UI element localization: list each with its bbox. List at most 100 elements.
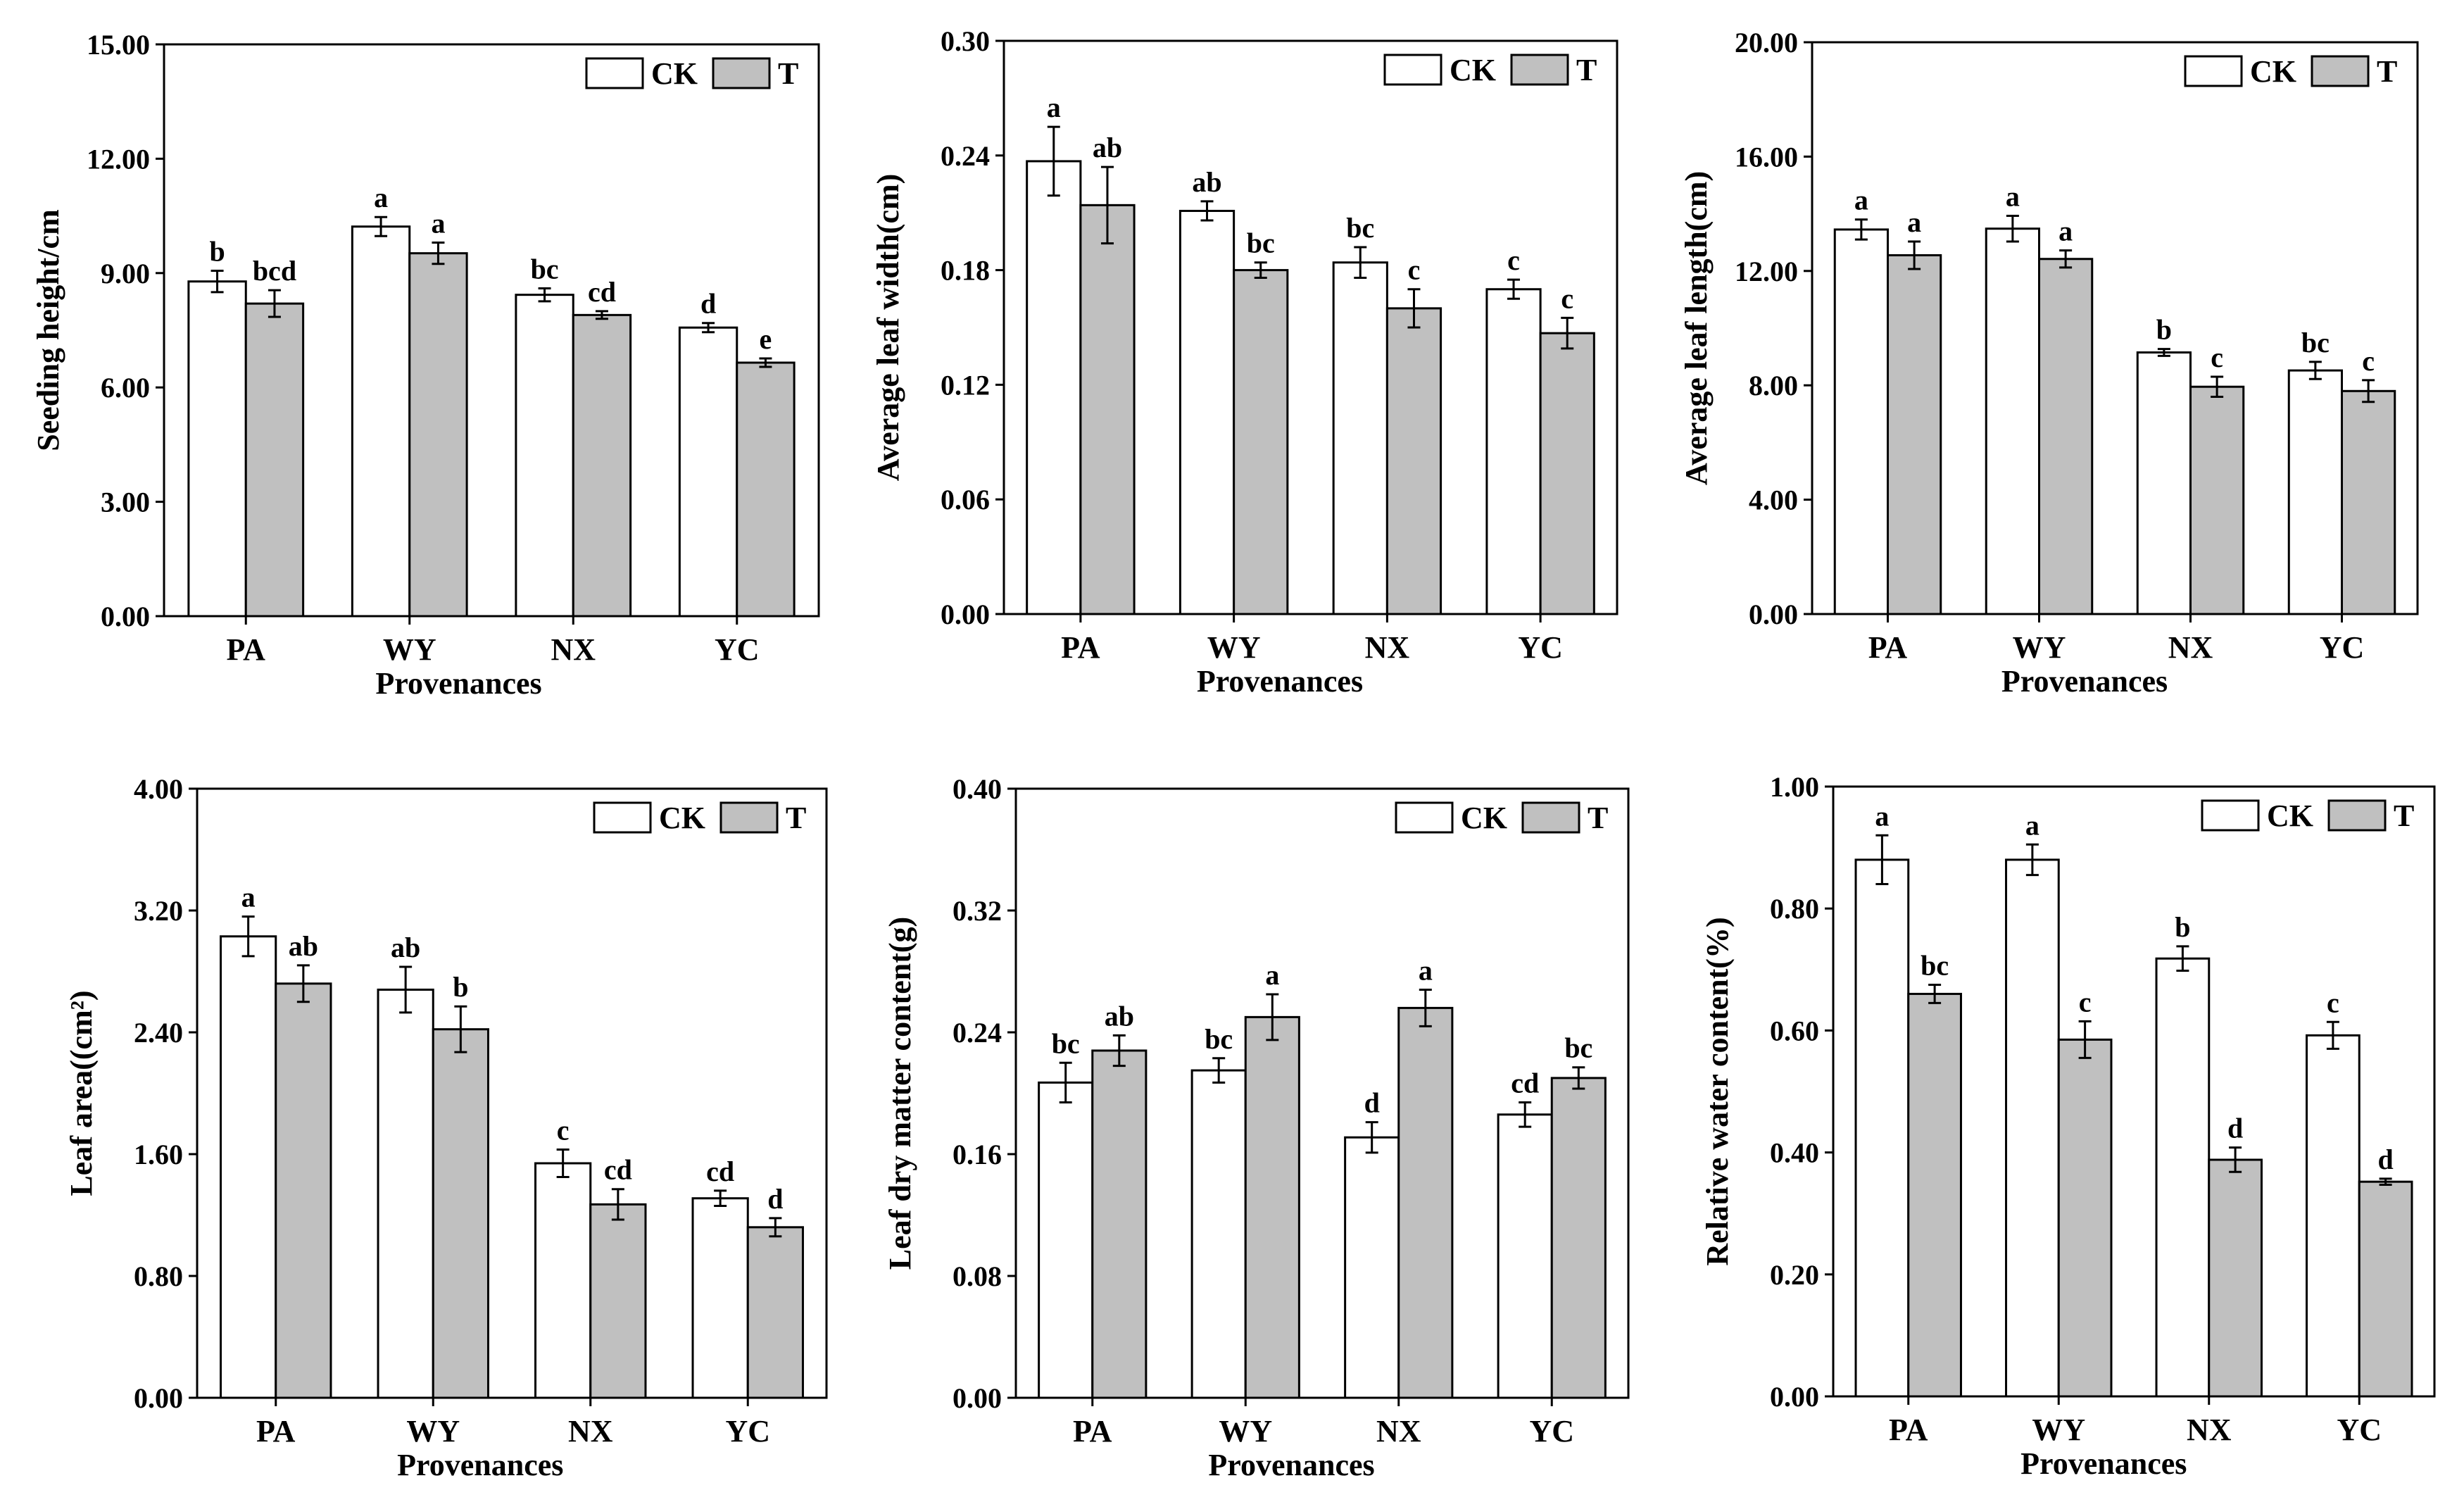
legend-label-t: T: [786, 801, 806, 835]
x-tick-label: NX: [1376, 1414, 1421, 1448]
bar-ck-yc: [691, 1197, 749, 1399]
y-tick-label: 4.00: [1749, 484, 1798, 516]
bar-t-wy: [1233, 269, 1289, 615]
legend-swatch-t: [2327, 799, 2387, 832]
significance-letter: bc: [2301, 327, 2330, 358]
plot-frame: [1832, 785, 2436, 1398]
legend-label-t: T: [1588, 801, 1608, 835]
significance-letter: bc: [1247, 227, 1275, 259]
bar-ck-pa: [1833, 228, 1889, 615]
error-bar-t-pa: [1100, 165, 1114, 245]
y-axis-label: Relative water content(%): [1700, 917, 1735, 1265]
error-bar-ck-wy: [399, 965, 413, 1014]
y-tick-label: 0.80: [1770, 893, 1819, 925]
x-tick-label: YC: [725, 1414, 770, 1448]
significance-letter: c: [2079, 986, 2092, 1018]
bar-t-wy: [1244, 1015, 1300, 1399]
significance-letter: a: [374, 182, 388, 213]
bar-ck-yc: [1497, 1113, 1553, 1399]
bar-ck-nx: [534, 1162, 592, 1399]
bar-t-pa: [1091, 1049, 1148, 1399]
y-tick-label: 3.00: [101, 487, 150, 518]
significance-letter: e: [760, 323, 772, 355]
error-bar-ck-pa: [241, 915, 255, 958]
x-tick-label: NX: [2168, 630, 2213, 665]
significance-letter: ab: [289, 930, 318, 962]
error-bar-ck-yc: [2308, 361, 2322, 380]
bar-t-nx: [2189, 385, 2245, 615]
bar-t-yc: [2341, 389, 2396, 615]
bar-t-wy: [2038, 258, 2094, 615]
significance-letter: a: [1854, 184, 1868, 216]
legend: CK T: [1395, 801, 1608, 835]
legend-swatch-ck: [2184, 55, 2243, 87]
significance-letter: bc: [531, 253, 559, 284]
significance-letter: a: [1265, 959, 1279, 991]
significance-letter: cd: [706, 1156, 734, 1187]
bar-t-nx: [1385, 307, 1442, 615]
x-tick-label: WY: [1219, 1414, 1272, 1448]
bar-t-pa: [244, 302, 305, 618]
significance-letter: d: [2227, 1113, 2243, 1144]
bar-t-yc: [736, 361, 796, 618]
significance-letter: a: [1419, 954, 1433, 986]
error-bar-ck-yc: [714, 1189, 727, 1208]
significance-letter: a: [2006, 180, 2020, 212]
x-tick-label: YC: [1529, 1414, 1574, 1448]
bar-ck-nx: [2136, 351, 2192, 615]
y-tick-label: 0.40: [953, 773, 1002, 805]
x-tick-label: WY: [2013, 630, 2066, 665]
error-bar-ck-nx: [1365, 1121, 1378, 1154]
legend-swatch-t: [2311, 55, 2370, 87]
y-tick-label: 0.16: [953, 1139, 1002, 1170]
chart-6: a bc PA a c WY b d NX c d YC 0.00 0.20 0.40 0.60 0.80 1.0…: [1700, 771, 2436, 1481]
error-bar-t-pa: [296, 964, 310, 1003]
chart-3: aaPAaaWYbcNXbccYC0.004.008.0012.0016.002…: [1679, 27, 2419, 699]
significance-letter: c: [1561, 282, 1573, 314]
significance-letter: c: [1507, 244, 1520, 276]
error-bar-ck-yc: [1519, 1101, 1532, 1128]
significance-letter: ab: [391, 932, 420, 963]
significance-letter: d: [1364, 1087, 1380, 1119]
x-axis-label: Provenances: [2001, 664, 2168, 699]
legend-swatch-t: [719, 801, 779, 834]
error-bar-t-nx: [2229, 1146, 2242, 1173]
bar-ck-nx: [1344, 1136, 1400, 1399]
significance-letter: a: [241, 882, 256, 913]
significance-letter: b: [2156, 314, 2172, 346]
significance-letter: a: [2025, 809, 2039, 841]
y-tick-label: 0.00: [941, 599, 990, 630]
y-tick-label: 0.08: [953, 1260, 1002, 1292]
bar-ck-pa: [1038, 1081, 1094, 1399]
significance-letter: bc: [1205, 1023, 1233, 1055]
bar-ck-wy: [1178, 209, 1236, 615]
y-tick-label: 0.00: [1770, 1381, 1819, 1413]
chart-2: aabPAabbcWYbccNXccYC0.000.060.120.180.24…: [871, 25, 1618, 699]
y-tick-label: 0.60: [1770, 1015, 1819, 1046]
error-bar-t-nx: [595, 310, 608, 320]
y-tick-label: 0.00: [1749, 599, 1798, 630]
significance-letter: ab: [1093, 132, 1122, 163]
y-axis-label: Leaf dry matter content(g): [883, 917, 917, 1270]
error-bar-t-wy: [454, 1005, 467, 1053]
error-bar-t-nx: [1419, 988, 1432, 1027]
chart-5: bcabPAbcaWYdaNXcdbcYC0.000.080.160.240.3…: [883, 773, 1630, 1482]
significance-letter: c: [1408, 254, 1421, 286]
x-axis-label: Provenances: [397, 1448, 563, 1482]
error-bar-ck-wy: [1212, 1057, 1226, 1084]
x-axis-label: Provenances: [2020, 1446, 2187, 1481]
y-tick-label: 3.20: [134, 895, 183, 927]
y-tick-label: 0.00: [953, 1382, 1002, 1414]
bar-ck-wy: [1985, 227, 2040, 615]
bar-ck-nx: [515, 294, 574, 618]
x-tick-label: WY: [2032, 1413, 2085, 1447]
bar-ck-nx: [1332, 261, 1388, 615]
y-axis-label: Average leaf width(cm): [871, 174, 905, 482]
x-tick-label: PA: [227, 632, 266, 667]
x-tick-label: YC: [715, 632, 760, 667]
legend-label-ck: CK: [651, 56, 698, 91]
error-bar-t-wy: [1266, 993, 1279, 1041]
x-axis-label: Provenances: [1197, 664, 1363, 699]
significance-letter: b: [2175, 911, 2190, 943]
